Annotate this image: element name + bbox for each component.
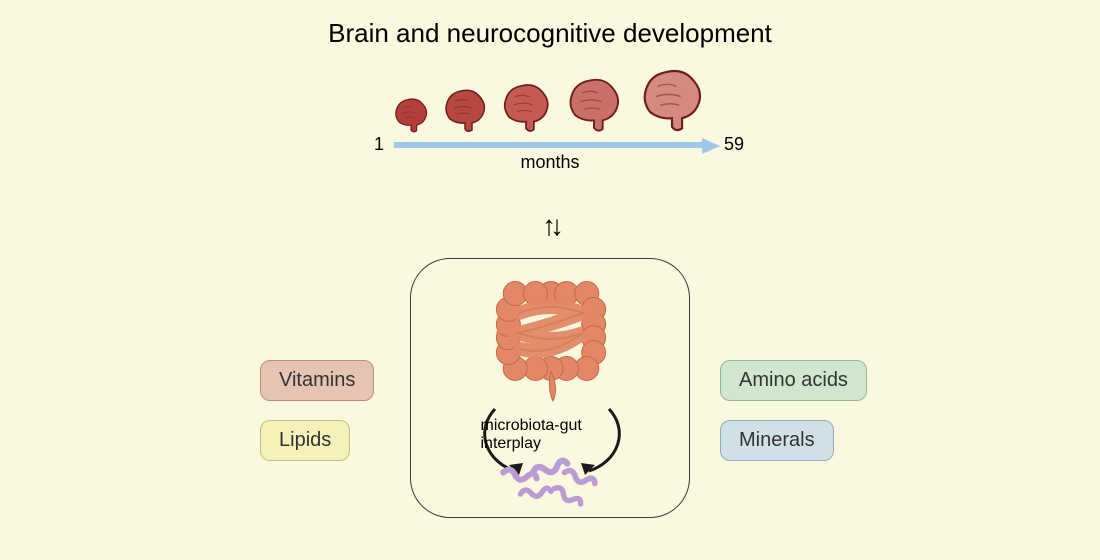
page-title: Brain and neurocognitive development: [0, 18, 1100, 49]
bidirectional-arrows-icon: ↑↓: [542, 210, 558, 242]
nutrient-pill-vitamins: Vitamins: [260, 360, 374, 401]
nutrient-pill-amino-acids: Amino acids: [720, 360, 867, 401]
gut-illustration: [411, 259, 691, 519]
nutrient-pill-minerals: Minerals: [720, 420, 834, 461]
brain-stages-row: [380, 62, 720, 134]
timeline-end-label: 59: [724, 134, 744, 155]
gut-microbiota-panel: microbiota-gut interplay: [410, 258, 690, 518]
timeline-arrow: 1 59: [380, 138, 720, 148]
brain-stage-5: [633, 62, 711, 134]
brain-stage-4: [561, 72, 627, 134]
brain-stage-1: [389, 94, 433, 134]
timeline-start-label: 1: [374, 134, 384, 155]
brain-timeline: 1 59 months: [380, 62, 720, 173]
timeline-axis-label: months: [380, 152, 720, 173]
brain-stage-2: [439, 84, 491, 134]
interplay-label: microbiota-gut interplay: [481, 417, 620, 453]
nutrient-pill-lipids: Lipids: [260, 420, 350, 461]
brain-stage-3: [497, 78, 555, 134]
